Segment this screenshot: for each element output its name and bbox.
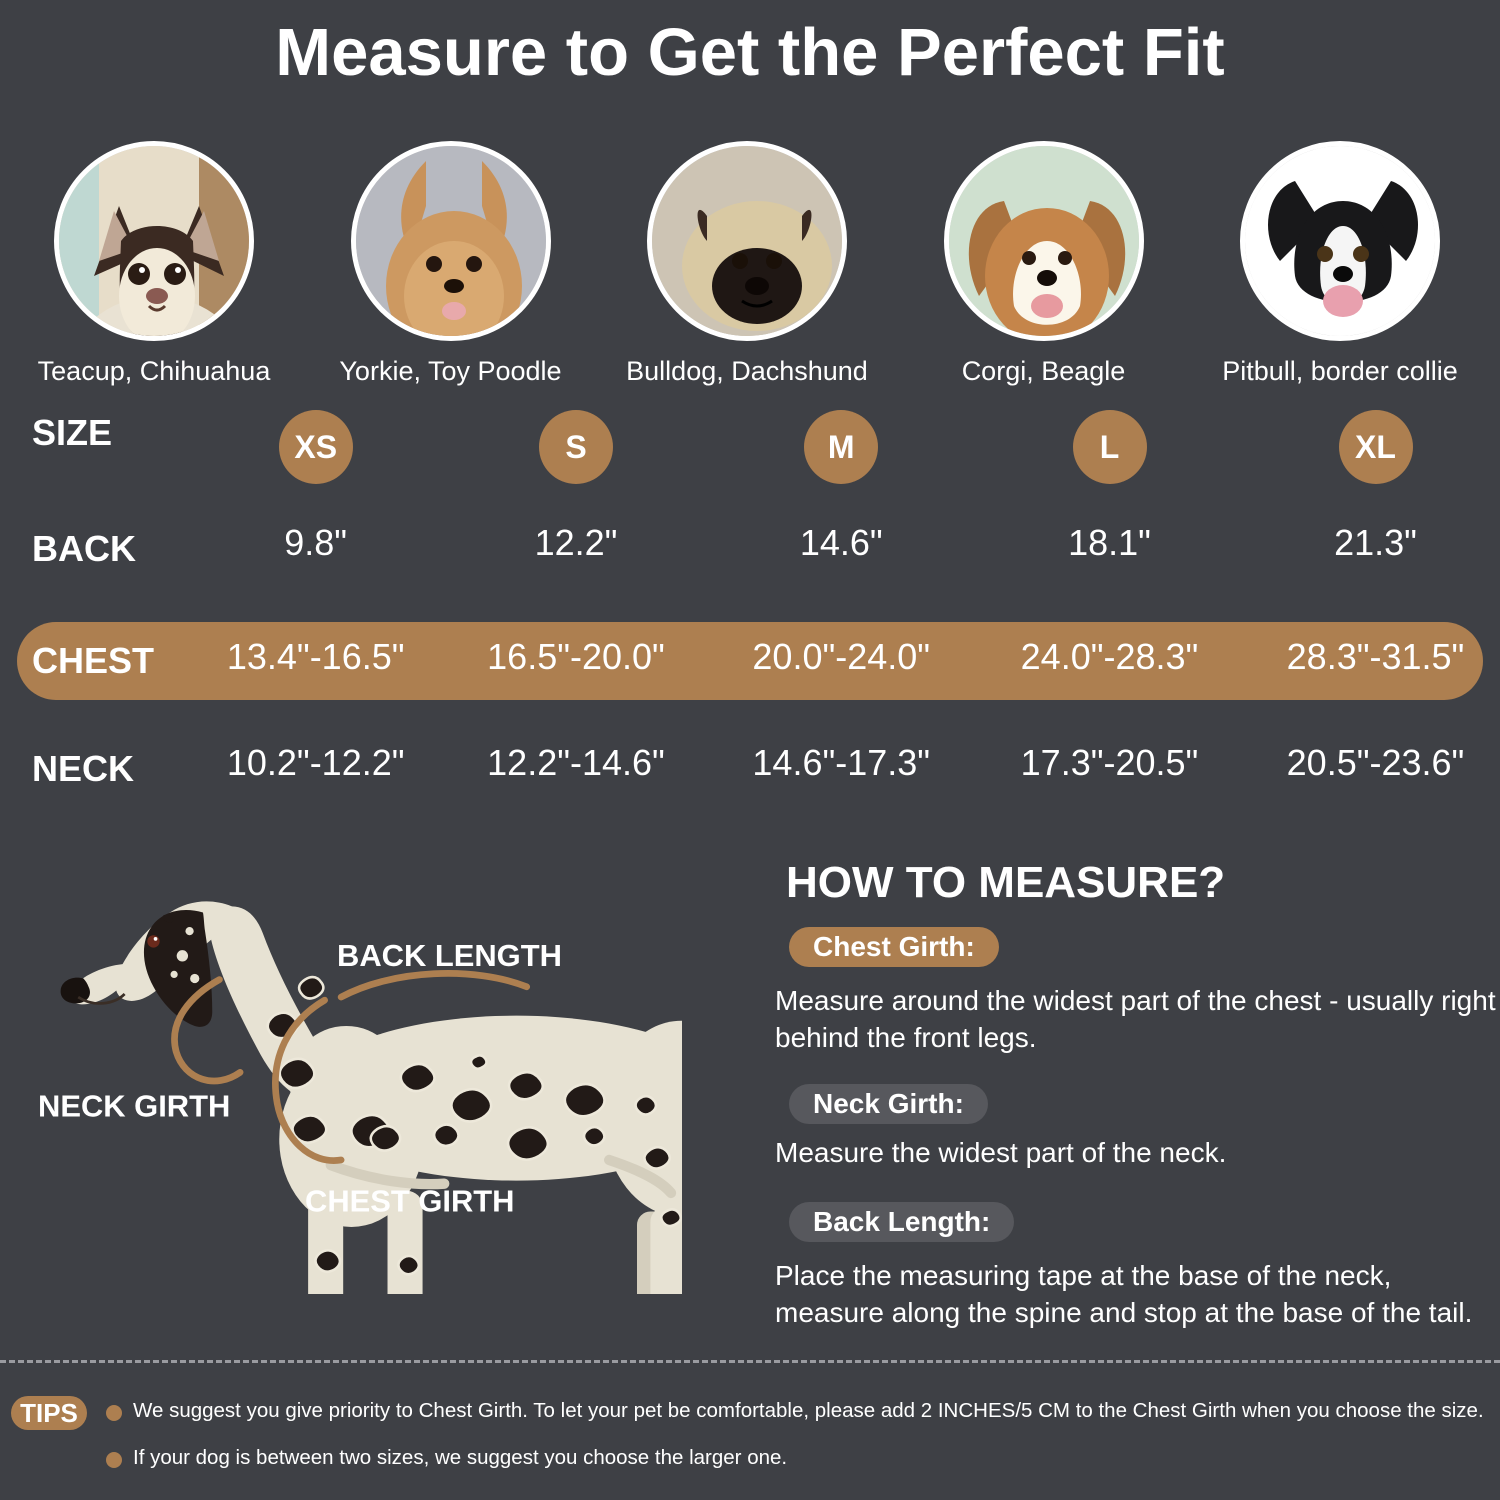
svg-text:CHEST GIRTH: CHEST GIRTH [305, 1184, 514, 1219]
svg-text:BACK LENGTH: BACK LENGTH [337, 938, 562, 973]
svg-text:NECK GIRTH: NECK GIRTH [38, 1089, 230, 1124]
